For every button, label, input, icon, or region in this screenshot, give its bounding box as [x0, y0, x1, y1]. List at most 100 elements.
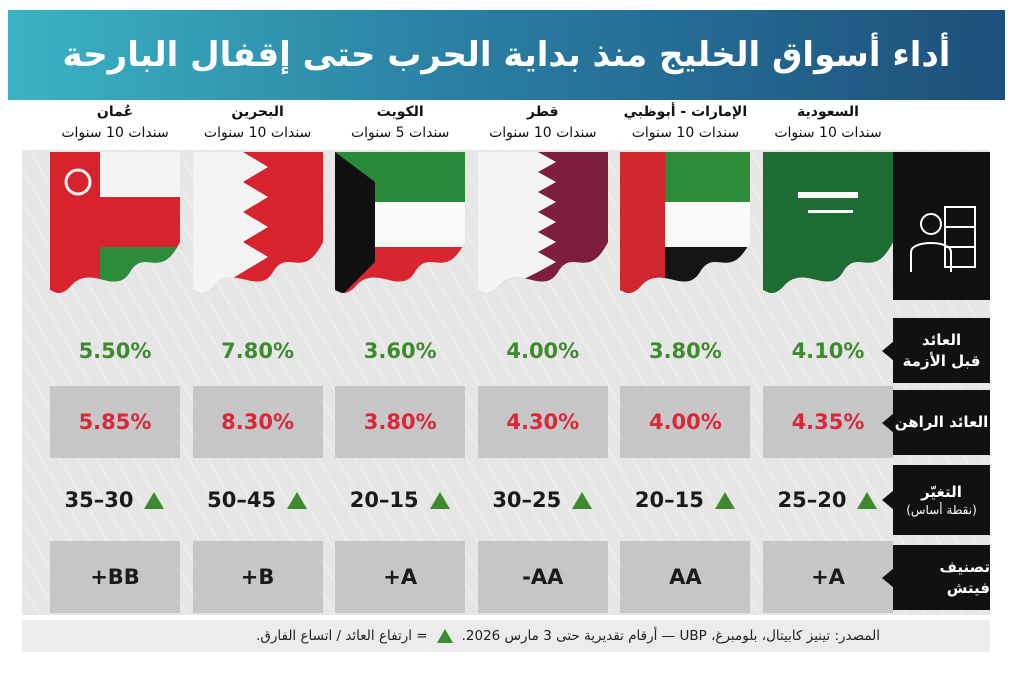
cell-value: 4.00% — [506, 339, 580, 363]
table-cell: +BB — [50, 541, 180, 613]
table-cell: 20–15 — [620, 462, 750, 538]
cell-value: +A — [811, 565, 845, 589]
triangle — [714, 491, 735, 509]
shape — [620, 152, 666, 294]
cell-value: 3.80% — [648, 339, 722, 363]
cell-value: 50–45 — [207, 488, 277, 512]
shape — [64, 168, 92, 196]
row-label: تصنيف فيتش — [893, 545, 990, 610]
row-band — [50, 541, 180, 613]
label-notch — [882, 412, 894, 433]
row-band — [620, 541, 751, 613]
cell-value: 3.80% — [363, 410, 437, 434]
table-cell: +B — [193, 541, 323, 613]
row-band — [620, 386, 751, 458]
rise-triangle — [144, 491, 165, 509]
flag — [335, 152, 466, 294]
table-cell: 35–30 — [50, 462, 180, 538]
flag — [50, 152, 180, 294]
cell-value: 20–15 — [349, 488, 419, 512]
table-cell: +A — [763, 541, 893, 613]
triangle — [857, 491, 878, 509]
shape — [808, 210, 853, 213]
icon-box — [893, 152, 990, 300]
rise-triangle — [429, 491, 450, 509]
table-cell: 3.60% — [335, 318, 465, 384]
title: أداء أسواق الخليج منذ بداية الحرب حتى إق… — [62, 35, 951, 75]
rise-triangle — [287, 491, 308, 509]
column-bond: سندات 10 سنوات — [774, 125, 882, 141]
triangle — [429, 491, 450, 509]
cell-value: 3.60% — [363, 339, 437, 363]
table-cell: 8.30% — [193, 386, 323, 458]
triangle — [287, 491, 308, 509]
notch — [882, 412, 894, 433]
row-label-line: تصنيف فيتش — [939, 558, 990, 597]
shape — [100, 152, 180, 197]
row-label: التغيّر (نقطة أساس) — [893, 465, 990, 535]
notch — [882, 340, 894, 361]
table-cell: 3.80% — [335, 386, 465, 458]
cell-value: +A — [383, 565, 418, 589]
row-band — [192, 541, 323, 613]
row-band — [477, 386, 608, 458]
row-band — [335, 386, 466, 458]
cell-value: +BB — [90, 565, 140, 589]
table-cell: 3.80% — [620, 318, 750, 384]
column-country: الكويت — [376, 104, 424, 120]
column-country: البحرين — [231, 104, 284, 120]
column-bond: سندات 10 سنوات — [203, 125, 312, 141]
cell-value: 5.85% — [78, 410, 152, 434]
table-cell: 4.00% — [620, 386, 750, 458]
cell-value: 4.35% — [791, 410, 865, 434]
row-label-line: العائد الراهن — [894, 413, 989, 432]
column-bond: سندات 10 سنوات — [631, 125, 740, 141]
row-band — [335, 541, 466, 613]
column-country: الإمارات - أبوظبي — [623, 104, 748, 120]
footer: المصدر: تينيز كابيتال، بلومبرغ، UBP — أر… — [22, 620, 990, 652]
legend-note: = ارتفاع العائد / اتساع الفارق. — [256, 628, 428, 644]
table-cell: 4.10% — [763, 318, 893, 384]
row-band — [50, 386, 180, 458]
cell-value: +B — [240, 565, 275, 589]
row-label-line: التغيّر — [921, 482, 962, 501]
cell-value: 4.30% — [506, 410, 580, 434]
row-label: العائد قبل الأزمة — [893, 318, 990, 383]
column-bond: سندات 5 سنوات — [350, 125, 450, 141]
table-cell: -AA — [478, 541, 608, 613]
source-note: المصدر: تينيز كابيتال، بلومبرغ، UBP — أر… — [461, 628, 880, 644]
table-cell: 7.80% — [193, 318, 323, 384]
flag — [620, 152, 751, 294]
table-cell: +A — [335, 541, 465, 613]
shape — [798, 192, 858, 198]
rise-triangle — [714, 491, 735, 509]
flag-shapes — [192, 152, 323, 294]
table-cell: 20–15 — [335, 462, 465, 538]
rise-triangle — [857, 491, 878, 509]
icon-head — [920, 213, 942, 235]
flag — [192, 152, 323, 294]
flag-shapes — [763, 152, 893, 294]
row-band — [763, 541, 893, 613]
flag-shapes — [477, 152, 608, 294]
row-band — [192, 386, 323, 458]
flag-shapes — [50, 152, 180, 294]
cell-value: 30–25 — [492, 488, 562, 512]
notch — [882, 490, 894, 510]
column-bond: سندات 10 سنوات — [489, 125, 597, 141]
cell-value: 8.30% — [221, 410, 295, 434]
shape — [477, 152, 556, 294]
cell-value: 4.00% — [648, 410, 722, 434]
cell-value: 35–30 — [64, 488, 134, 512]
cell-value: 25–20 — [777, 488, 847, 512]
table-cell: 4.00% — [478, 318, 608, 384]
cell-value: 7.80% — [221, 339, 295, 363]
column-bond: سندات 10 سنوات — [61, 125, 169, 141]
table-cell: 30–25 — [478, 462, 608, 538]
cell-value: 5.50% — [78, 339, 152, 363]
cell-value: AA — [669, 565, 702, 589]
shape — [763, 152, 893, 294]
triangle — [144, 491, 165, 509]
table-cell: AA — [620, 541, 750, 613]
row-band — [763, 386, 893, 458]
